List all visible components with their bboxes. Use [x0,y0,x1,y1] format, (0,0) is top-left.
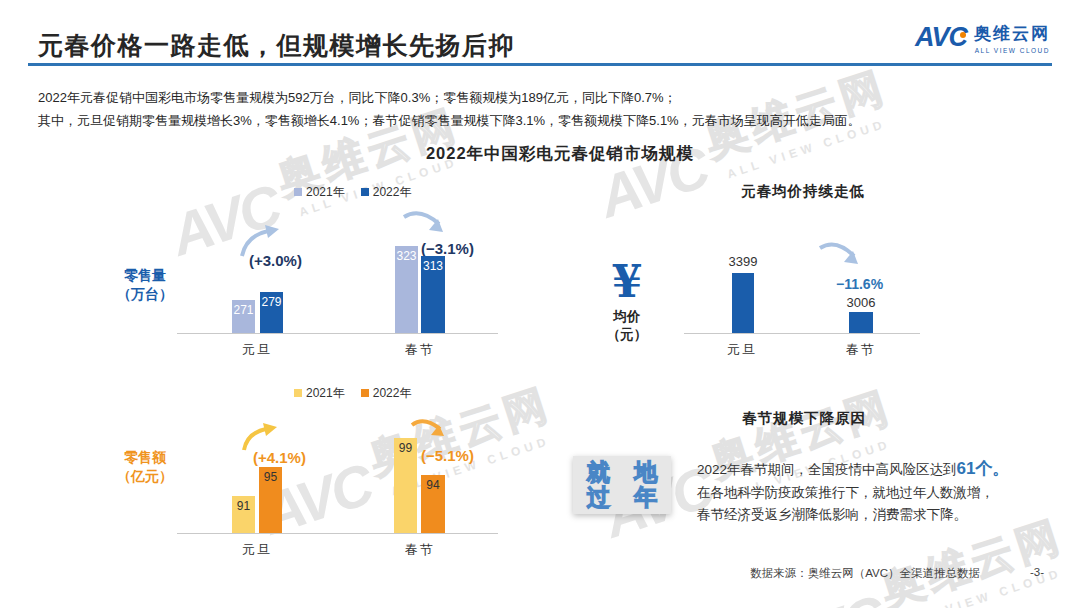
reason-line-2: 在各地科学防疫政策推行下，就地过年人数激增， [697,482,1009,505]
value-cat-yuandan: 元旦 [242,541,272,559]
yuan-icon: ¥ [596,260,658,304]
value-legend: 2021年 2022年 [294,385,411,402]
reason-highlight: 61个 [957,459,993,478]
header-divider [28,63,1052,66]
intro-line-2: 其中，元旦促销期零售量规模增长3%，零售额增长4.1%；春节促销零售量规模下降3… [38,109,861,132]
legend-2022: 2022年 [361,385,412,402]
down-arrow-icon [816,240,866,270]
value-axis [177,533,498,534]
bar-volume-2022-yuandan: 279 [260,292,283,333]
legend-2022-swatch [361,188,369,196]
reason-title: 春节规模下降原因 [742,409,866,428]
price-cat-yuandan: 元旦 [727,341,757,359]
bar-price-chunjie [849,312,873,333]
price-yuandan-value: 3399 [729,254,758,269]
price-axis-label: 均价（元） [596,308,658,344]
avc-logo-name: 奥维云网 [974,22,1050,45]
bar-price-yuandan [732,273,754,333]
value-axis-label: 零售额（亿元） [112,448,178,486]
bar-value-2021-chunjie: 99 [394,438,417,533]
bar-volume-2021-yuandan: 271 [232,300,255,333]
legend-2021: 2021年 [294,385,345,402]
reason-line-1: 2022年春节期间，全国疫情中高风险区达到61个。 [697,458,1009,482]
avc-logo-dot-icon [960,32,966,38]
bar-value-2022-chunjie: 94 [421,475,445,533]
avc-logo: AVC 奥维云网 ALL VIEW CLOUD [915,22,1050,54]
value-change-chunjie: (−5.1%) [421,447,474,464]
reason-line-3: 春节经济受返乡潮降低影响，消费需求下降。 [697,504,1009,527]
legend-2021-swatch [294,389,302,397]
price-chunjie-value: 3006 [847,295,876,310]
legend-2021-swatch [294,188,302,196]
price-change: −11.6% [836,276,883,292]
intro-line-1: 2022年元春促销中国彩电市场零售量规模为592万台，同比下降0.3%；零售额规… [38,86,861,109]
volume-change-chunjie: (−3.1%) [421,240,474,257]
bar-value-2022-yuandan: 95 [259,467,282,533]
intro-text: 2022年元春促销中国彩电市场零售量规模为592万台，同比下降0.3%；零售额规… [38,86,861,132]
price-axis [684,333,920,334]
bar-value-2021-yuandan: 91 [232,496,255,533]
page-number: -3- [1030,566,1044,581]
volume-cat-chunjie: 春节 [405,341,435,359]
volume-legend: 2021年 2022年 [294,184,411,201]
reason-text: 2022年春节期间，全国疫情中高风险区达到61个。 在各地科学防疫政策推行下，就… [697,458,1009,527]
slide: AVC 奥维云网 ALL VIEW CLOUD AVC 奥维云网 ALL VIE… [0,0,1080,608]
stamp-row1: 就 地 [578,460,666,485]
volume-axis-label: 零售量（万台） [112,266,178,304]
page-title: 元春价格一路走低，但规模增长先扬后抑 [38,29,515,62]
footer: 数据来源：奥维云网（AVC）全渠道推总数据 -3- [750,566,1044,581]
down-arrow-icon [400,208,450,238]
price-chart-title: 元春均价持续走低 [741,182,865,201]
volume-cat-yuandan: 元旦 [242,341,272,359]
bar-volume-2021-chunjie: 323 [395,246,418,333]
volume-axis [177,333,498,334]
legend-2021: 2021年 [294,184,345,201]
legend-2022: 2022年 [361,184,412,201]
value-change-yuandan: (+4.1%) [253,449,306,466]
stay-put-stamp: 就 地 过 年 [573,456,671,514]
stamp-row2: 过 年 [578,485,666,510]
legend-2022-swatch [361,389,369,397]
avc-logo-sub: ALL VIEW CLOUD [975,47,1050,54]
avc-logo-brand: AVC [915,22,967,53]
section-title: 2022年中国彩电元春促销市场规模 [20,143,1080,165]
volume-change-yuandan: (+3.0%) [249,252,302,269]
price-cat-chunjie: 春节 [846,341,876,359]
value-cat-chunjie: 春节 [405,541,435,559]
data-source: 数据来源：奥维云网（AVC）全渠道推总数据 [750,566,980,581]
bar-volume-2022-chunjie: 313 [421,256,445,333]
up-arrow-icon [240,422,280,452]
